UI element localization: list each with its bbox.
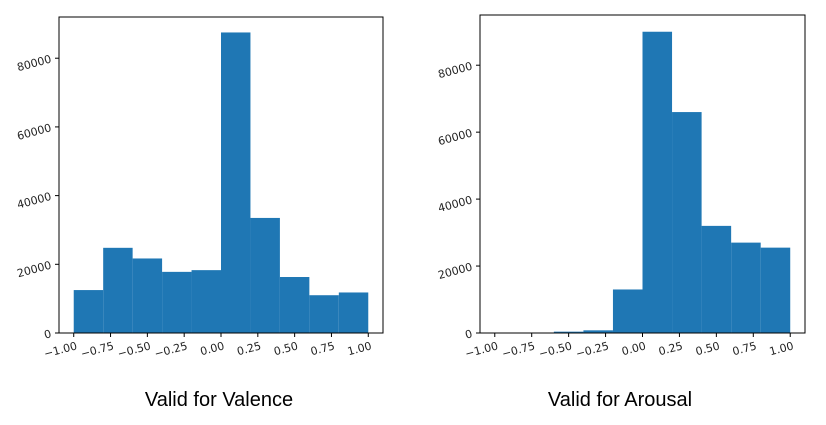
- arousal-bar-7: [701, 225, 732, 333]
- arousal-bar-6: [672, 112, 702, 333]
- arousal-histogram: −1.00 −0.75 −0.50 −0.25 0.00 0.25 0.50 0.75 1.00…: [437, 14, 806, 361]
- valence-x-tick-label: 0.25: [236, 339, 263, 358]
- valence-x-tick-label: −0.25: [153, 339, 189, 360]
- valence-bar-5: [221, 32, 251, 334]
- arousal-x-tick-label: −1.00: [464, 339, 500, 360]
- valence-bar-6: [250, 217, 280, 333]
- arousal-y-tick-label: 40000: [437, 193, 474, 215]
- valence-bar-4: [191, 270, 221, 333]
- valence-bar-0: [73, 290, 104, 333]
- arousal-bar-4: [612, 289, 643, 333]
- valence-x-tick-label: −0.50: [116, 339, 152, 360]
- arousal-bar-8: [731, 242, 761, 333]
- valence-y-tick-label: 20000: [16, 259, 53, 281]
- arousal-bar-3: [583, 330, 613, 333]
- valence-y-tick-label: 80000: [16, 53, 53, 75]
- valence-x-tick-label: 0.50: [272, 339, 299, 358]
- valence-x-tick-label: 0.00: [199, 339, 226, 358]
- arousal-x-tick-label: −0.75: [501, 339, 537, 360]
- valence-bar-1: [103, 247, 133, 333]
- valence-bar-7: [279, 277, 310, 333]
- valence-y-tick-label: 0: [43, 327, 53, 341]
- arousal-y-tick-label: 0: [464, 327, 474, 341]
- valence-bar-2: [132, 258, 163, 333]
- valence-x-tick-label: 0.75: [309, 339, 336, 358]
- arousal-y-tick-label: 20000: [437, 260, 474, 282]
- arousal-y-tick-label: 60000: [437, 126, 474, 148]
- arousal-bar-5: [642, 31, 673, 334]
- arousal-caption: Valid for Arousal: [548, 389, 692, 411]
- valence-histogram: −1.00 −0.75 −0.50 −0.25 0.00 0.25 0.50 0.75 1.00…: [16, 16, 384, 361]
- valence-x-tick-label: −1.00: [43, 339, 79, 360]
- valence-bar-9: [338, 292, 369, 333]
- valence-caption: Valid for Valence: [145, 389, 293, 411]
- arousal-bar-2: [553, 331, 584, 333]
- arousal-x-tick-label: 1.00: [768, 339, 795, 358]
- arousal-x-tick-label: 0.00: [620, 339, 647, 358]
- arousal-bar-9: [760, 247, 791, 333]
- arousal-y-tick-label: 80000: [437, 60, 474, 82]
- arousal-x-tick-label: 0.75: [731, 339, 758, 358]
- arousal-x-tick-label: −0.50: [537, 339, 573, 360]
- valence-bar-8: [309, 295, 339, 333]
- valence-bar-3: [162, 271, 192, 333]
- arousal-x-tick-label: −0.25: [574, 339, 610, 360]
- valence-y-tick-label: 40000: [16, 190, 53, 212]
- valence-y-tick-label: 60000: [16, 121, 53, 143]
- arousal-x-tick-label: 0.25: [657, 339, 684, 358]
- arousal-x-tick-label: 0.50: [694, 339, 721, 358]
- valence-x-tick-label: −0.75: [79, 339, 115, 360]
- valence-x-tick-label: 1.00: [346, 339, 373, 358]
